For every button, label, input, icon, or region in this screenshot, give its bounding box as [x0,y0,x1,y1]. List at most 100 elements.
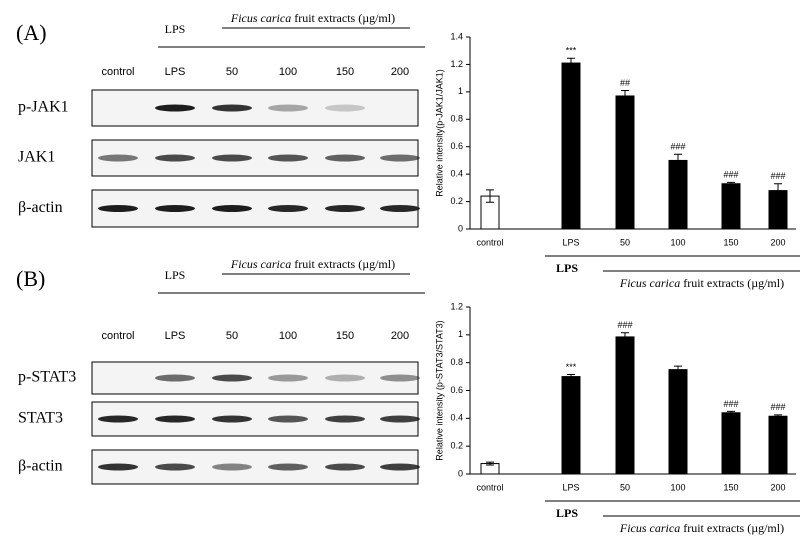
bar [616,337,634,474]
x-tick-label: 150 [723,482,738,492]
lane-label: 50 [226,330,238,342]
band [268,105,308,112]
band [155,205,195,212]
bar [669,160,687,229]
band [98,205,138,212]
extract-rest: fruit extracts (µg/ml) [680,276,784,290]
x-tick-label: 100 [670,237,685,247]
y-tick-label: 0.6 [450,385,463,395]
x-tick-label: 100 [670,482,685,492]
lps-label: LPS [556,261,578,275]
lps-label: LPS [165,22,186,36]
band [155,105,195,112]
blot-box [92,140,418,176]
band [380,416,420,423]
extract-label: Ficus carica fruit extracts (µg/ml) [230,11,395,25]
bar [562,377,580,474]
panel-label: (B) [16,266,45,291]
band [212,375,252,382]
bar [722,184,740,229]
band [325,205,365,212]
y-tick-label: 0 [458,223,463,233]
row-label: STAT3 [18,410,63,427]
x-tick-label: 200 [770,237,785,247]
significance: ### [723,170,738,180]
bar [562,63,580,229]
band [155,416,195,423]
band [155,464,195,471]
significance: ## [620,78,630,88]
y-tick-label: 0.8 [450,357,463,367]
blot-box [92,90,418,126]
y-tick-label: 0.2 [450,441,463,451]
extract-species: Ficus carica [619,521,680,535]
extract-species: Ficus carica [230,257,291,271]
significance: ### [670,142,685,152]
significance: *** [566,362,577,372]
band [98,416,138,423]
extract-species: Ficus carica [619,276,680,290]
extract-label: Ficus carica fruit extracts (µg/ml) [619,521,784,535]
lane-label: control [101,330,134,342]
y-tick-label: 0.2 [450,196,463,206]
band [212,205,252,212]
significance: ### [770,402,785,412]
y-axis-label: Relative intensity(p-JAK1/JAK1) [434,69,444,197]
x-tick-label: control [476,237,503,247]
row-label: JAK1 [18,149,55,166]
lane-label: 200 [391,330,409,342]
y-tick-label: 0.4 [450,169,463,179]
band [98,155,138,162]
blot-box [92,450,418,484]
figure: (A)LPSFicus carica fruit extracts (µg/ml… [0,0,802,537]
x-tick-label: LPS [562,237,579,247]
blot-box [92,190,418,227]
extract-label: Ficus carica fruit extracts (µg/ml) [230,257,395,271]
extract-rest: fruit extracts (µg/ml) [291,11,395,25]
band [212,155,252,162]
significance: ### [723,399,738,409]
band [380,155,420,162]
row-label: β-actin [18,199,63,216]
y-tick-label: 0.4 [450,413,463,423]
significance: ### [617,320,632,330]
bar [722,413,740,474]
lane-label: 50 [226,66,238,78]
band [212,464,252,471]
lps-label: LPS [556,506,578,520]
band [268,416,308,423]
y-tick-label: 0 [458,468,463,478]
y-tick-label: 1 [458,329,463,339]
lane-label: 100 [279,330,297,342]
band [268,205,308,212]
row-label: β-actin [18,458,63,475]
x-tick-label: LPS [562,482,579,492]
y-tick-label: 1.4 [450,31,463,41]
blot-box [92,362,418,394]
band [380,205,420,212]
y-tick-label: 0.6 [450,141,463,151]
bar [669,370,687,474]
lps-label: LPS [165,268,186,282]
band [268,375,308,382]
band [380,375,420,382]
row-label: p-JAK1 [18,99,69,116]
x-tick-label: 50 [620,482,630,492]
lane-label: LPS [165,66,186,78]
row-label: p-STAT3 [18,369,76,386]
blot-box [92,402,418,436]
band [325,416,365,423]
band [155,375,195,382]
y-tick-label: 0.8 [450,114,463,124]
band [212,416,252,423]
band [325,105,365,112]
band [155,155,195,162]
x-tick-label: 200 [770,482,785,492]
band [268,464,308,471]
band [212,105,252,112]
x-tick-label: 150 [723,237,738,247]
extract-rest: fruit extracts (µg/ml) [680,521,784,535]
band [268,155,308,162]
significance: *** [566,46,577,56]
band [325,464,365,471]
